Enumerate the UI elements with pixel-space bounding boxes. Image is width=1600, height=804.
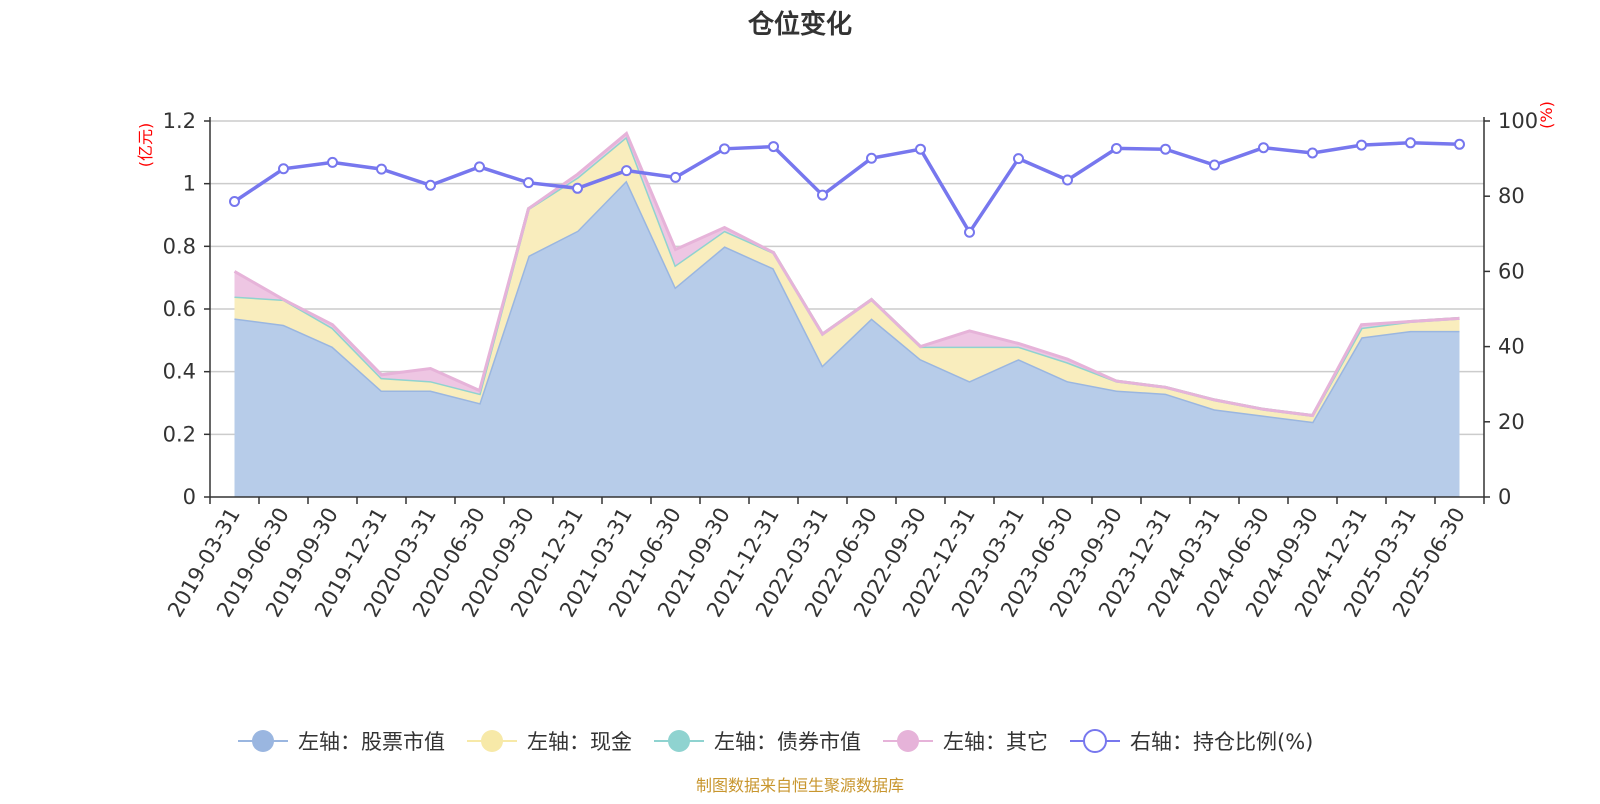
legend[interactable]: 左轴：股票市值 左轴：现金 左轴：债券市值 左轴：其它 右轴：持仓比例(%)	[238, 729, 1313, 754]
left-axis-tick-label: 0.4	[163, 360, 196, 384]
ratio-point[interactable]	[425, 179, 436, 191]
ratio-point[interactable]	[1062, 174, 1073, 186]
area-edge-左轴：其它	[233, 131, 1460, 418]
left-axis-tick-label: 0.2	[163, 422, 196, 446]
legend-label: 左轴：债券市值	[714, 730, 861, 754]
ratio-point[interactable]	[523, 177, 534, 189]
legend-label: 左轴：其它	[943, 730, 1048, 754]
right-axis-tick-label: 60	[1498, 259, 1525, 283]
area-左轴：现金	[234, 136, 1460, 422]
area-左轴：股票市值	[234, 180, 1460, 497]
ratio-point[interactable]	[376, 163, 387, 175]
stacked-areas	[233, 131, 1460, 497]
ratio-point[interactable]	[621, 165, 632, 177]
ratio-point[interactable]	[1454, 138, 1465, 150]
ratio-point[interactable]	[817, 189, 828, 201]
ratio-point[interactable]	[1111, 142, 1122, 154]
chart-title: 仓位变化	[747, 9, 852, 40]
legend-circle-icon	[897, 730, 919, 752]
legend-label: 左轴：现金	[527, 730, 632, 754]
legend-circle-icon	[668, 730, 690, 752]
ratio-line-layer	[229, 137, 1465, 238]
ratio-point[interactable]	[1209, 159, 1220, 171]
ratio-point[interactable]	[229, 195, 240, 207]
legend-circle-icon	[481, 730, 503, 752]
right-axis-tick-label: 40	[1498, 335, 1525, 359]
legend-label: 左轴：股票市值	[298, 730, 445, 754]
left-axis-tick-label: 1	[183, 172, 196, 196]
ratio-point[interactable]	[1013, 153, 1024, 165]
legend-item[interactable]: 右轴：持仓比例(%)	[1070, 729, 1313, 754]
ratio-point[interactable]	[1405, 137, 1416, 149]
right-axis-tick-label: 100	[1498, 109, 1538, 133]
ratio-point[interactable]	[572, 182, 583, 194]
ratio-point[interactable]	[278, 163, 289, 175]
legend-item[interactable]: 左轴：现金	[467, 730, 632, 754]
ratio-point[interactable]	[474, 161, 485, 173]
left-axis-tick-label: 0	[183, 485, 196, 509]
ratio-point[interactable]	[964, 226, 975, 238]
legend-label: 右轴：持仓比例(%)	[1130, 730, 1313, 754]
ratio-point[interactable]	[670, 171, 681, 183]
left-axis-unit: (亿元)	[136, 123, 155, 168]
ratio-line	[233, 141, 1460, 236]
ratio-point[interactable]	[915, 143, 926, 155]
right-axis-tick-label: 80	[1498, 184, 1525, 208]
ratio-point[interactable]	[327, 156, 338, 168]
right-axis-unit: (%)	[1537, 101, 1556, 129]
right-axis-tick-label: 0	[1498, 485, 1511, 509]
ratio-point[interactable]	[1258, 142, 1269, 154]
legend-item[interactable]: 左轴：股票市值	[238, 730, 445, 754]
left-axis-tick-label: 0.8	[163, 234, 196, 258]
ratio-point[interactable]	[1160, 143, 1171, 155]
left-axis-tick-label: 1.2	[163, 109, 196, 133]
legend-circle-icon	[252, 730, 274, 752]
source-note: 制图数据来自恒生聚源数据库	[696, 776, 904, 795]
left-axis-tick-label: 0.6	[163, 297, 196, 321]
ratio-point[interactable]	[1356, 139, 1367, 151]
ratio-point[interactable]	[1307, 147, 1318, 159]
legend-item[interactable]: 左轴：其它	[883, 730, 1048, 754]
ratio-point[interactable]	[719, 143, 730, 155]
ratio-point[interactable]	[866, 152, 877, 164]
legend-circle-icon	[1083, 729, 1107, 753]
right-axis-tick-label: 20	[1498, 410, 1525, 434]
legend-item[interactable]: 左轴：债券市值	[654, 730, 861, 754]
ratio-point[interactable]	[768, 141, 779, 153]
